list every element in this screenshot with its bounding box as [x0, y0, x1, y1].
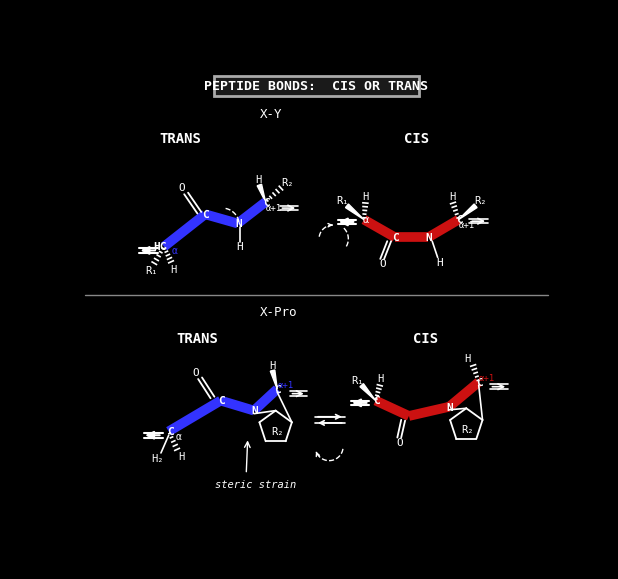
Text: O: O: [396, 438, 403, 448]
Text: C: C: [274, 385, 281, 395]
Text: N: N: [235, 219, 242, 229]
Text: α: α: [172, 246, 178, 256]
Text: R₂: R₂: [271, 427, 284, 437]
FancyBboxPatch shape: [214, 76, 419, 96]
Text: H: H: [377, 374, 383, 384]
Text: H: H: [362, 192, 369, 201]
Text: α+1: α+1: [459, 221, 475, 230]
Text: C: C: [373, 397, 380, 406]
Text: C: C: [218, 397, 225, 406]
Text: R₁: R₁: [336, 196, 349, 206]
Text: R₁: R₁: [351, 376, 363, 386]
Polygon shape: [360, 384, 376, 401]
Text: H: H: [465, 354, 471, 364]
Text: C: C: [167, 427, 174, 437]
Text: H: H: [449, 192, 455, 201]
Text: α+1: α+1: [479, 374, 495, 383]
Text: X-Y: X-Y: [260, 108, 282, 120]
Text: C: C: [392, 233, 399, 243]
Text: C: C: [456, 215, 463, 225]
Text: α: α: [362, 215, 369, 225]
Text: H: H: [255, 175, 262, 185]
Text: C: C: [263, 197, 269, 208]
Text: H₂: H₂: [151, 454, 164, 464]
Text: C: C: [476, 378, 483, 388]
Text: α+1: α+1: [266, 204, 282, 212]
Polygon shape: [257, 184, 266, 202]
Text: N: N: [447, 402, 454, 412]
Text: CIS: CIS: [413, 332, 439, 346]
Text: C: C: [201, 210, 208, 220]
Text: α+1: α+1: [277, 380, 294, 390]
Text: H: H: [269, 361, 276, 371]
Polygon shape: [345, 204, 364, 219]
Text: H: H: [436, 258, 442, 267]
Text: HC: HC: [153, 241, 167, 252]
Text: H: H: [237, 241, 243, 252]
Text: N: N: [426, 233, 433, 243]
Text: steric strain: steric strain: [215, 480, 296, 490]
Text: CIS: CIS: [404, 132, 430, 146]
Text: O: O: [192, 368, 199, 378]
Polygon shape: [270, 370, 277, 389]
Text: H: H: [170, 265, 177, 274]
Text: N: N: [252, 406, 258, 416]
Text: R₁: R₁: [145, 266, 158, 276]
Text: H: H: [178, 452, 184, 462]
Text: R₂: R₂: [462, 425, 474, 435]
Text: R₂: R₂: [281, 178, 294, 188]
Text: O: O: [379, 259, 386, 269]
Text: PEPTIDE BONDS:  CIS OR TRANS: PEPTIDE BONDS: CIS OR TRANS: [205, 80, 428, 93]
Polygon shape: [459, 204, 477, 219]
Text: α: α: [176, 432, 182, 442]
Text: O: O: [179, 183, 185, 193]
Text: R₂: R₂: [474, 196, 486, 206]
Text: TRANS: TRANS: [159, 132, 201, 146]
Text: X-Pro: X-Pro: [260, 306, 297, 318]
Text: TRANS: TRANS: [176, 332, 218, 346]
